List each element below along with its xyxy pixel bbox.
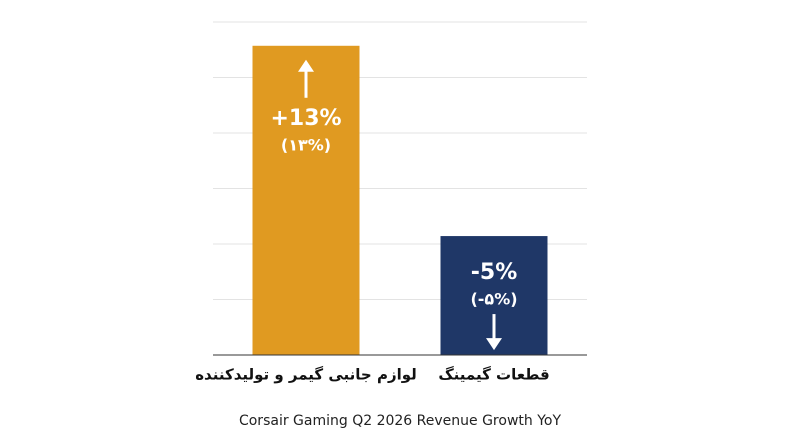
secondary-label: (-۵%) <box>470 290 517 309</box>
chart-title: Corsair Gaming Q2 2026 Revenue Growth Yo… <box>239 413 561 429</box>
value-label: -5% <box>471 260 517 285</box>
value-label: +13% <box>270 106 341 131</box>
secondary-label: (۱۳%) <box>281 135 331 154</box>
x-tick-label: لوازم جانبی گیمر و تولیدکننده <box>195 366 417 384</box>
arrow-head <box>486 338 502 351</box>
arrow-head <box>298 59 314 72</box>
x-tick-label: قطعات گیمینگ <box>438 366 549 384</box>
